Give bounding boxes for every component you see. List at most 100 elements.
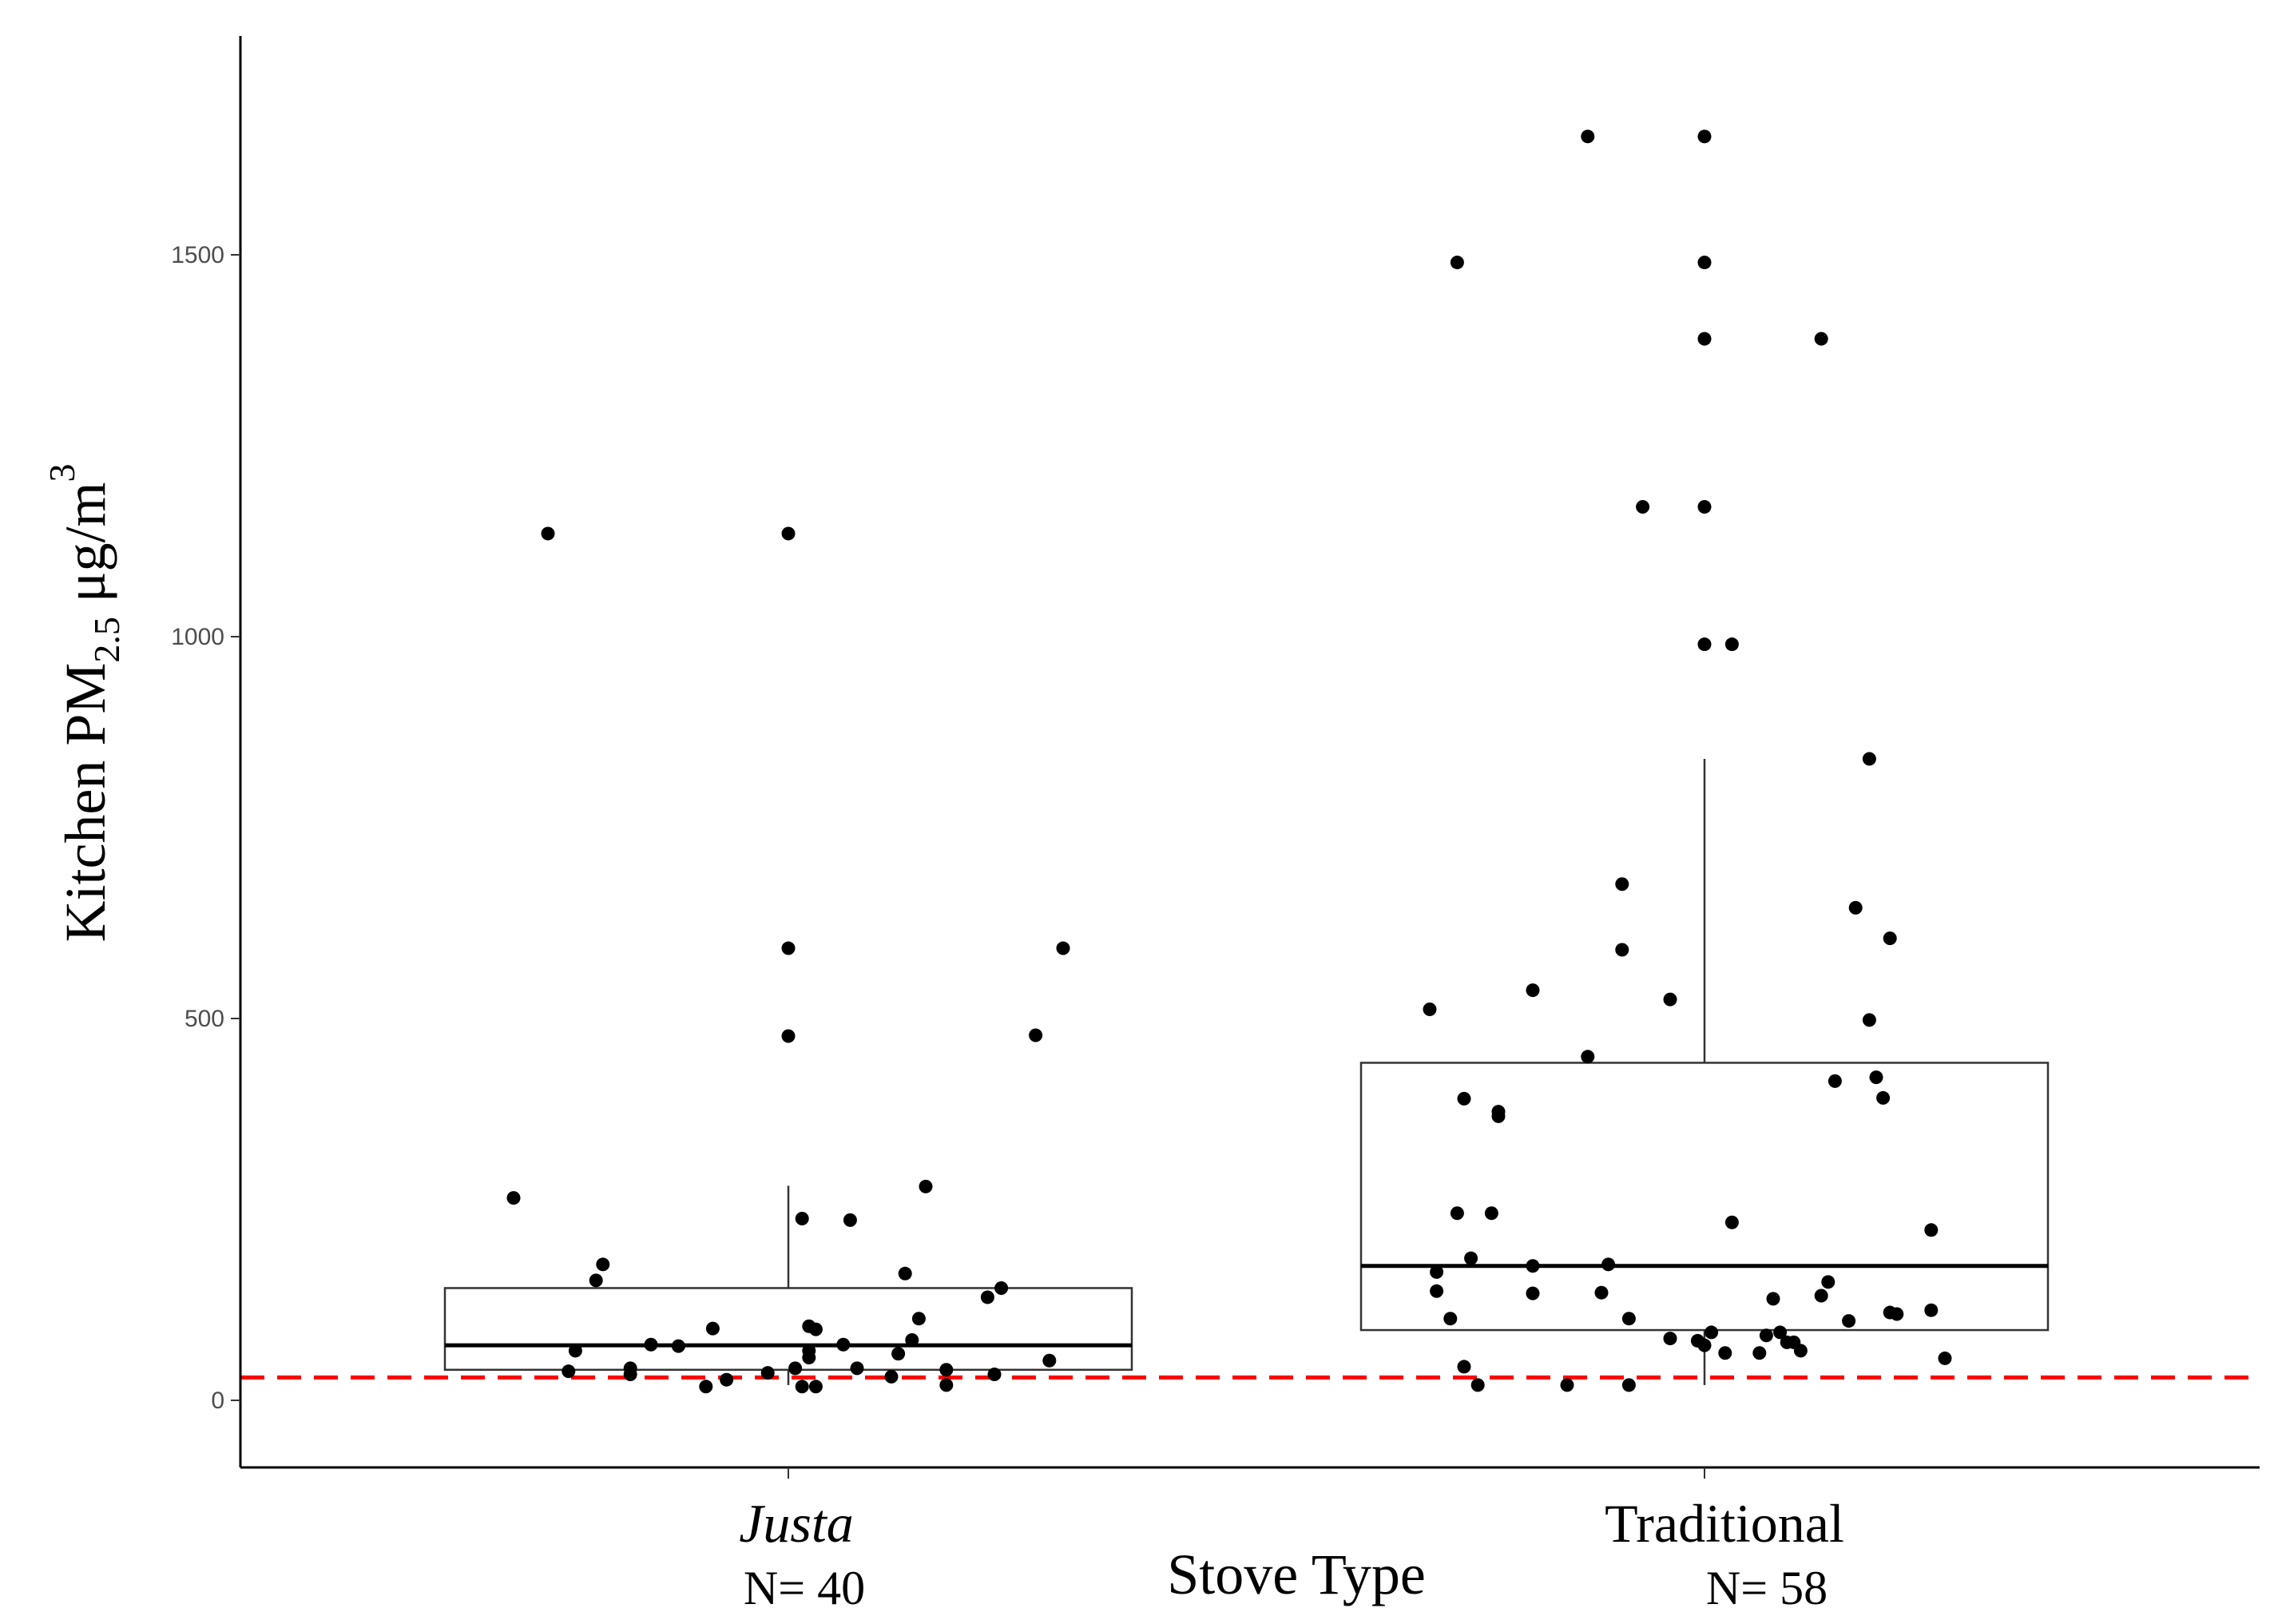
data-point — [562, 1364, 576, 1379]
data-point — [1697, 256, 1712, 270]
data-point — [506, 1191, 521, 1205]
data-point — [911, 1312, 926, 1326]
data-point — [1724, 637, 1739, 652]
data-point — [919, 1179, 933, 1193]
box-layer — [443, 758, 2050, 1385]
data-point — [1869, 1070, 1883, 1085]
y-axis-title-superscript: 3 — [42, 463, 82, 482]
data-point — [1883, 931, 1897, 946]
data-point — [1842, 1314, 1856, 1328]
y-tick-layer: 0 500 1000 1500 — [171, 242, 240, 1414]
y-axis-title-subscript: 2.5 — [86, 617, 127, 663]
data-point — [1876, 1090, 1891, 1105]
data-point — [1862, 752, 1876, 766]
data-point — [1621, 1378, 1636, 1392]
data-point — [1697, 129, 1712, 144]
data-point — [891, 1347, 906, 1361]
data-point — [1848, 900, 1863, 915]
y-axis-title: Kitchen PM2.5 μg/m3 — [42, 463, 127, 942]
data-point — [1759, 1328, 1773, 1343]
data-point — [541, 526, 555, 541]
data-point — [1457, 1091, 1471, 1106]
y-tick-label: 500 — [185, 1006, 224, 1032]
x-tick-label: Justa — [739, 1493, 854, 1554]
data-point — [939, 1378, 954, 1392]
y-tick-label: 1500 — [171, 242, 224, 268]
data-point — [1457, 1360, 1471, 1374]
data-point — [1450, 1206, 1464, 1221]
data-point — [850, 1361, 864, 1376]
data-point — [808, 1322, 823, 1336]
data-point — [781, 526, 796, 541]
data-point — [1029, 1028, 1043, 1042]
data-point — [1924, 1223, 1939, 1237]
data-point — [980, 1290, 994, 1304]
data-point — [1581, 1050, 1595, 1064]
x-axis-title: Stove Type — [1167, 1543, 1426, 1606]
data-point — [1615, 943, 1629, 957]
data-point — [699, 1380, 713, 1394]
sample-size-label: N= 40 — [744, 1562, 865, 1614]
data-point — [568, 1344, 582, 1358]
y-axis-title-units: μg/m — [54, 482, 117, 617]
data-point — [1821, 1275, 1835, 1289]
data-point — [1718, 1346, 1732, 1360]
data-point — [1491, 1105, 1506, 1119]
data-point — [1697, 499, 1712, 514]
data-point — [939, 1363, 954, 1377]
data-point — [1526, 1259, 1540, 1273]
data-point — [1464, 1251, 1478, 1265]
data-point — [1526, 983, 1540, 998]
data-point — [808, 1380, 823, 1394]
data-point — [1814, 332, 1828, 346]
x-tick-label: Traditional — [1605, 1493, 1844, 1554]
data-point — [795, 1380, 809, 1394]
point-layer — [506, 129, 1952, 1394]
sample-size-label: N= 58 — [1706, 1562, 1828, 1614]
data-point — [589, 1273, 603, 1288]
data-point — [1697, 637, 1712, 652]
data-point — [1450, 256, 1464, 270]
data-point — [994, 1281, 1009, 1295]
data-point — [1724, 1215, 1739, 1229]
data-point — [1814, 1288, 1828, 1303]
data-point — [987, 1367, 1002, 1381]
data-point — [1056, 941, 1070, 955]
data-point — [1443, 1312, 1458, 1326]
data-point — [1560, 1378, 1574, 1392]
data-point — [596, 1257, 610, 1272]
data-point — [1705, 1325, 1719, 1340]
data-point — [1766, 1292, 1780, 1306]
data-point — [898, 1266, 912, 1281]
data-point — [1594, 1285, 1609, 1300]
data-point — [1621, 1312, 1636, 1326]
data-point — [781, 1029, 796, 1043]
y-tick-label: 1000 — [171, 624, 224, 650]
data-point — [788, 1361, 803, 1376]
data-point — [1663, 992, 1677, 1007]
data-point — [760, 1366, 775, 1380]
data-point — [1581, 129, 1595, 144]
box-iqr — [1359, 1062, 2050, 1332]
data-point — [705, 1321, 720, 1336]
data-point — [1890, 1307, 1904, 1321]
y-axis-title-main: Kitchen PM — [54, 663, 117, 943]
data-point — [1752, 1346, 1767, 1360]
data-point — [671, 1339, 685, 1353]
data-point — [781, 941, 796, 955]
data-point — [1862, 1013, 1876, 1027]
data-point — [1636, 499, 1650, 514]
data-point — [1430, 1265, 1444, 1279]
data-point — [1663, 1332, 1677, 1346]
data-point — [1470, 1378, 1485, 1392]
data-point — [1601, 1257, 1616, 1272]
data-point — [843, 1213, 857, 1227]
data-point — [1697, 1338, 1712, 1352]
data-point — [1423, 1003, 1437, 1017]
data-point — [1828, 1074, 1842, 1088]
data-point — [1697, 332, 1712, 346]
data-point — [1042, 1353, 1057, 1368]
data-point — [720, 1372, 734, 1387]
